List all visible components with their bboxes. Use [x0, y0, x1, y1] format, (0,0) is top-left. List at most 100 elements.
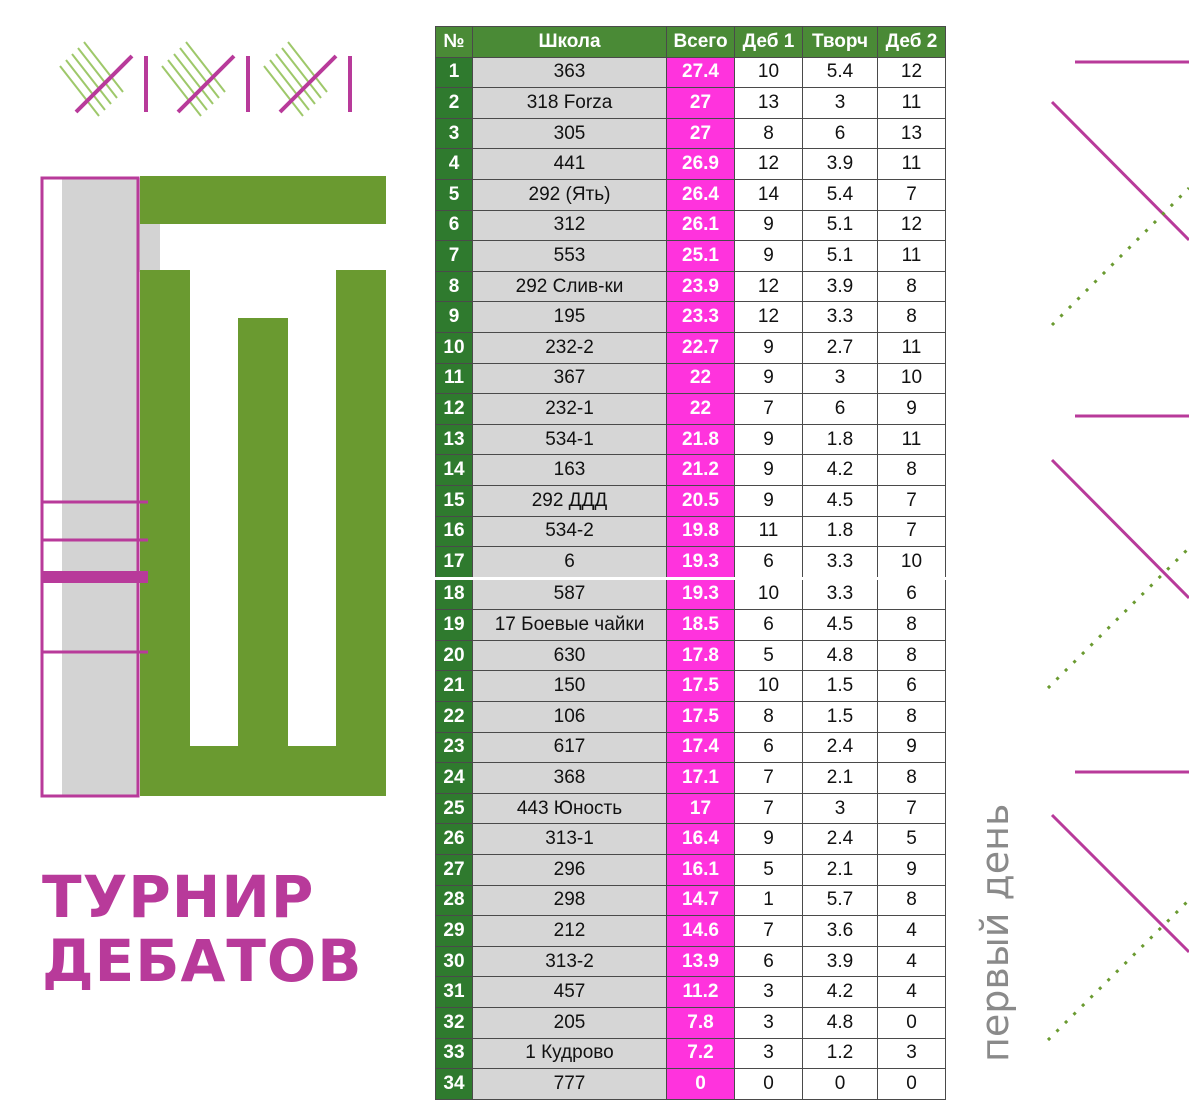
debate-1-cell: 7	[734, 915, 803, 947]
rank-cell: 12	[435, 393, 473, 425]
right-ornaments	[1046, 60, 1189, 1042]
total-cell: 17.1	[666, 762, 735, 794]
total-cell: 7.8	[666, 1007, 735, 1039]
debate-1-cell: 3	[734, 1037, 803, 1070]
school-cell: 232-1	[472, 393, 667, 425]
creative-cell: 2.7	[802, 331, 878, 364]
table-row: 18 587 19.3 10 3.3 6	[435, 576, 946, 611]
rank-cell: 2	[435, 87, 473, 119]
debate-2-cell: 8	[877, 301, 946, 333]
debate-1-cell: 7	[734, 792, 803, 825]
debate-1-cell: 9	[734, 209, 803, 242]
school-cell: 292 Слив-ки	[472, 270, 667, 303]
school-cell: 313-2	[472, 945, 667, 978]
total-cell: 23.9	[666, 270, 735, 303]
total-cell: 23.3	[666, 301, 735, 333]
creative-cell: 3	[802, 792, 878, 825]
table-row: 16 534-2 19.8 11 1.8 7	[435, 515, 946, 548]
rank-cell: 32	[435, 1007, 473, 1039]
table-row: 20 630 17.8 5 4.8 8	[435, 639, 946, 672]
table-row: 21 150 17.5 10 1.5 6	[435, 670, 946, 703]
debate-2-cell: 11	[877, 87, 946, 119]
table-row: 12 232-1 22 7 6 9	[435, 393, 946, 425]
rank-cell: 7	[435, 240, 473, 272]
debate-1-cell: 7	[734, 393, 803, 425]
header-debate-2: Деб 2	[877, 26, 946, 58]
rank-cell: 27	[435, 854, 473, 886]
creative-cell: 5.4	[802, 178, 878, 211]
rank-cell: 23	[435, 731, 473, 764]
total-cell: 11.2	[666, 976, 735, 1008]
rank-cell: 25	[435, 792, 473, 825]
creative-cell: 4.5	[802, 484, 878, 517]
debate-2-cell: 11	[877, 423, 946, 456]
creative-cell: 3	[802, 87, 878, 119]
debate-1-cell: 9	[734, 362, 803, 395]
creative-cell: 4.5	[802, 609, 878, 641]
table-row: 19 17 Боевые чайки 18.5 6 4.5 8	[435, 609, 946, 641]
debate-1-cell: 9	[734, 823, 803, 856]
school-cell: 457	[472, 976, 667, 1008]
school-cell: 17 Боевые чайки	[472, 609, 667, 641]
debate-2-cell: 7	[877, 515, 946, 548]
creative-cell: 2.1	[802, 854, 878, 886]
creative-cell: 4.2	[802, 454, 878, 486]
creative-cell: 6	[802, 393, 878, 425]
debate-2-cell: 8	[877, 762, 946, 794]
debate-1-cell: 9	[734, 484, 803, 517]
creative-cell: 1.5	[802, 670, 878, 703]
rank-cell: 22	[435, 701, 473, 733]
school-cell: 292 (Ять)	[472, 178, 667, 211]
results-table: № Школа Всего Деб 1 Творч Деб 2 1 363 27.4…	[435, 26, 946, 1100]
table-row: 22 106 17.5 8 1.5 8	[435, 701, 946, 733]
school-cell: 587	[472, 576, 667, 611]
creative-cell: 1.5	[802, 701, 878, 733]
creative-cell: 3.9	[802, 270, 878, 303]
total-cell: 27	[666, 87, 735, 119]
debate-1-cell: 14	[734, 178, 803, 211]
debate-1-cell: 6	[734, 609, 803, 641]
creative-cell: 5.1	[802, 209, 878, 242]
table-row: 3 305 27 8 6 13	[435, 117, 946, 150]
table-row: 6 312 26.1 9 5.1 12	[435, 209, 946, 242]
creative-cell: 3.3	[802, 546, 878, 579]
table-row: 28 298 14.7 1 5.7 8	[435, 884, 946, 917]
header-number: №	[435, 26, 473, 58]
school-cell: 617	[472, 731, 667, 764]
table-body: 1 363 27.4 10 5.4 12 2 318 Forza 27 13 3 11 3 305 27 8 6…	[435, 56, 946, 1100]
debate-2-cell: 7	[877, 792, 946, 825]
creative-cell: 4.8	[802, 1007, 878, 1039]
table-header-row: № Школа Всего Деб 1 Творч Деб 2	[435, 26, 946, 58]
school-cell: 534-1	[472, 423, 667, 456]
school-cell: 312	[472, 209, 667, 242]
total-cell: 18.5	[666, 609, 735, 641]
debate-1-cell: 0	[734, 1068, 803, 1100]
debate-1-cell: 12	[734, 270, 803, 303]
debate-2-cell: 11	[877, 331, 946, 364]
creative-cell: 2.4	[802, 823, 878, 856]
total-cell: 16.1	[666, 854, 735, 886]
debate-2-cell: 11	[877, 240, 946, 272]
table-row: 11 367 22 9 3 10	[435, 362, 946, 395]
total-cell: 26.4	[666, 178, 735, 211]
rank-cell: 4	[435, 148, 473, 180]
debate-2-cell: 10	[877, 362, 946, 395]
rank-cell: 9	[435, 301, 473, 333]
school-cell: 318 Forza	[472, 87, 667, 119]
school-cell: 368	[472, 762, 667, 794]
total-cell: 25.1	[666, 240, 735, 272]
debate-2-cell: 8	[877, 701, 946, 733]
rank-cell: 30	[435, 945, 473, 978]
debate-1-cell: 9	[734, 454, 803, 486]
rank-cell: 6	[435, 209, 473, 242]
debate-1-cell: 9	[734, 240, 803, 272]
rank-cell: 17	[435, 546, 473, 579]
table-row: 34 777 0 0 0 0	[435, 1068, 946, 1100]
debate-1-cell: 6	[734, 546, 803, 579]
table-row: 4 441 26.9 12 3.9 11	[435, 148, 946, 180]
debate-1-cell: 3	[734, 976, 803, 1008]
table-row: 17 6 19.3 6 3.3 10	[435, 546, 946, 579]
debate-2-cell: 3	[877, 1037, 946, 1070]
rank-cell: 29	[435, 915, 473, 947]
